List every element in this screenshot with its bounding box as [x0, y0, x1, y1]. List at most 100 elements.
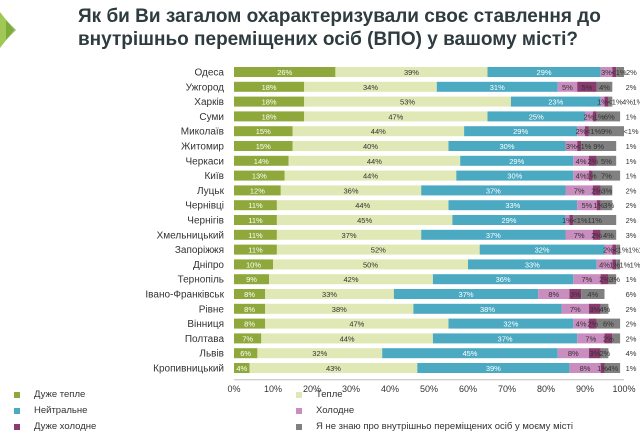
data-label: 44% — [355, 201, 370, 210]
bar-segment-cold — [565, 185, 593, 196]
data-label: 5% — [601, 157, 612, 166]
bar-segment-dont-know — [588, 126, 624, 137]
data-label: 7% — [574, 231, 585, 240]
data-label: 4% — [599, 260, 610, 269]
category-label: Хмельницький — [157, 230, 224, 241]
bar-segment-warm — [249, 363, 418, 373]
data-label: 2% — [591, 186, 602, 195]
x-tick-label: 50% — [420, 384, 438, 394]
bar-segment-dont-know — [581, 289, 605, 299]
data-label: 1% — [609, 260, 620, 269]
bar-segment-very-warm — [234, 67, 336, 77]
category-label: Вінниця — [187, 319, 224, 330]
bar-segment-neutral — [487, 67, 601, 77]
data-label: 4% — [600, 305, 611, 314]
bar-segment-warm — [269, 274, 433, 285]
bar-segment-dont-know — [581, 141, 617, 151]
bar-segment-dont-know — [608, 96, 613, 107]
data-label: <1% — [576, 142, 592, 151]
data-label: 50% — [363, 260, 378, 269]
bar-segment-dont-know — [573, 215, 617, 225]
bar-segment-dont-know — [616, 244, 621, 255]
data-label: 1% — [619, 260, 630, 269]
data-label: 4% — [626, 349, 637, 358]
data-label: 1% — [626, 112, 637, 121]
chart-title-line-1: Як би Ви загалом охарактеризували своє с… — [78, 6, 601, 27]
bar-segment-warm — [276, 229, 422, 240]
data-label: 1% — [562, 216, 573, 225]
category-label: Харків — [194, 97, 224, 108]
data-label: 1% — [597, 98, 608, 107]
bar-segment-very-cold — [604, 96, 609, 107]
bar-segment-dont-know — [616, 259, 621, 270]
data-label: 36% — [496, 275, 511, 284]
bar-segment-dont-know — [600, 229, 617, 240]
data-label: 39% — [404, 68, 419, 77]
bar-segment-warm — [304, 111, 488, 122]
data-label: 1% — [626, 364, 637, 373]
data-label: 47% — [388, 112, 403, 121]
bar-segment-very-warm — [234, 111, 305, 122]
data-label: 6% — [604, 112, 615, 121]
bar-segment-warm — [284, 170, 457, 181]
data-label: 10% — [246, 260, 261, 269]
bar-segment-cold — [565, 229, 593, 240]
category-label: Луцьк — [197, 186, 225, 197]
data-label: 8% — [244, 320, 255, 329]
bar-segment-very-cold — [612, 67, 617, 77]
data-label: 14% — [254, 157, 269, 166]
bar-segment-neutral — [421, 185, 566, 196]
brand-accent-mark — [0, 12, 16, 48]
bar-segment-warm — [273, 259, 468, 270]
category-label: Запоріжжя — [175, 245, 224, 256]
bar-segment-neutral — [421, 229, 566, 240]
data-label: 2% — [626, 216, 637, 225]
bar-segment-very-warm — [234, 259, 273, 270]
x-tick-label: 100% — [612, 384, 635, 394]
bar-segment-cold — [600, 96, 605, 107]
bar-segment-very-cold — [569, 289, 582, 299]
bar-segment-dont-know — [608, 274, 617, 285]
data-label: 2% — [603, 246, 614, 255]
category-label: Львів — [199, 349, 224, 360]
data-label: 5% — [562, 83, 573, 92]
bar-segment-warm — [276, 200, 449, 211]
bar-segment-dont-know — [596, 155, 617, 166]
data-label: 23% — [548, 98, 563, 107]
brand-accent-chevron-inner — [6, 20, 16, 40]
data-label: <1% — [613, 246, 629, 255]
category-label: Одеса — [194, 68, 224, 79]
bar-segment-warm — [292, 126, 465, 137]
data-label: 1% — [594, 112, 605, 121]
data-label: <1% — [611, 68, 627, 77]
chart-title-line-2: внутрішньо переміщених осіб (ВПО) у вашо… — [78, 29, 579, 50]
category-label: Кропивницький — [153, 364, 224, 375]
data-label: 1% — [593, 201, 604, 210]
data-label: 2% — [626, 305, 637, 314]
bar-segment-very-warm — [234, 363, 250, 373]
category-label: Рівне — [199, 304, 225, 315]
data-label: 6% — [626, 290, 637, 299]
bar-segment-dont-know — [616, 67, 624, 77]
data-label: 2% — [626, 320, 637, 329]
data-label: 53% — [400, 98, 415, 107]
bar-segment-very-warm — [234, 229, 277, 240]
data-label: 33% — [322, 290, 337, 299]
data-label: <1% — [623, 127, 639, 136]
data-label: 8% — [244, 290, 255, 299]
bar-segment-cold — [538, 289, 570, 299]
bar-segment-very-cold — [596, 200, 601, 211]
data-label: 44% — [371, 127, 386, 136]
bar-segment-dont-know — [604, 363, 621, 373]
bar-segment-cold — [585, 111, 593, 122]
data-label: 25% — [529, 112, 544, 121]
bar-segment-cold — [569, 363, 601, 373]
x-tick-label: 90% — [576, 384, 594, 394]
bar-segment-very-cold — [592, 111, 597, 122]
bar-segment-very-cold — [588, 348, 601, 359]
data-label: 11% — [248, 231, 263, 240]
category-label: Миколаїв — [181, 127, 224, 138]
data-label: 37% — [498, 334, 513, 343]
data-label: 3% — [589, 305, 600, 314]
bar-segment-very-cold — [612, 259, 617, 270]
